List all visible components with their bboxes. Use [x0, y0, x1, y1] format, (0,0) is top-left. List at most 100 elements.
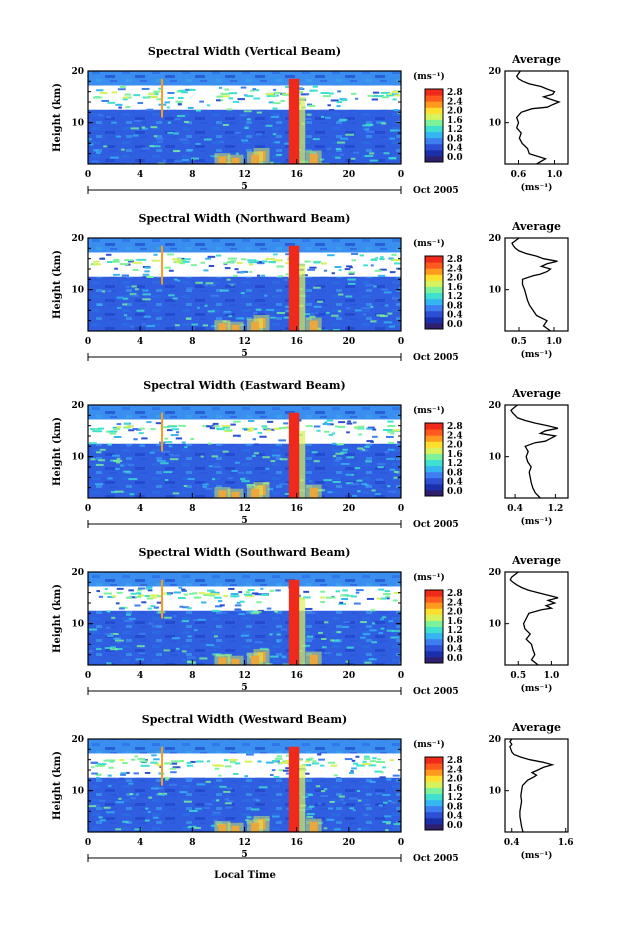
echo-cell: [339, 601, 344, 604]
echo-cell: [385, 435, 394, 438]
echo-cell: [115, 602, 120, 605]
echo-cell: [305, 425, 313, 428]
echo-cell: [116, 423, 122, 426]
echo-cell: [216, 427, 222, 430]
echo-cell: [164, 266, 171, 269]
echo-cell: [382, 766, 386, 769]
echo-cell: [342, 801, 347, 804]
echo-cell: [308, 793, 313, 796]
echo-cell: [324, 421, 328, 424]
echo-cell: [146, 597, 154, 600]
average-y-tick-label: 10: [488, 620, 501, 630]
echo-cell: [149, 451, 155, 454]
x-tick-label: 8: [189, 337, 195, 347]
panel-title: Spectral Width (Vertical Beam): [148, 45, 341, 58]
echo-cell: [371, 622, 376, 625]
echo-cell: [184, 258, 191, 261]
echo-cell: [330, 764, 338, 767]
echo-cell: [179, 138, 188, 141]
echo-cell: [111, 616, 116, 619]
echo-cell: [211, 609, 220, 612]
colorbar-cell: [425, 268, 443, 275]
echo-cell: [122, 762, 128, 765]
echo-cell: [309, 315, 316, 318]
echo-cell: [388, 157, 397, 160]
echo-cell: [208, 465, 213, 468]
echo-cell: [119, 777, 125, 780]
echo-cell: [208, 264, 215, 267]
echo-cell: [123, 470, 131, 473]
echo-cell: [138, 427, 145, 430]
echo-cell: [385, 597, 390, 600]
echo-cell: [182, 260, 190, 263]
echo-cell: [88, 442, 97, 445]
echo-cell: [363, 264, 369, 267]
average-x-tick-label: 0.4: [504, 838, 520, 848]
echo-cell: [313, 286, 321, 289]
echo-cell: [134, 595, 142, 598]
echo-cell: [345, 473, 351, 476]
colorbar-cell: [425, 793, 443, 801]
echo-cell: [241, 480, 250, 483]
echo-cell: [320, 590, 326, 593]
x-tick-label: 4: [137, 671, 143, 681]
echo-cell: [279, 458, 288, 461]
echo-cell: [346, 307, 351, 310]
colorbar-cell: [425, 274, 443, 281]
echo-cell: [136, 428, 142, 431]
x-tick-label: 16: [290, 337, 303, 347]
echo-cell: [158, 792, 168, 795]
colorbar-tick-label: 1.2: [447, 459, 463, 469]
echo-cell: [176, 279, 181, 282]
average-title: Average: [511, 387, 561, 400]
echo-cell: [169, 762, 178, 765]
echo-cell: [181, 91, 188, 94]
echo-cell: [128, 596, 137, 599]
colorbar-cell: [425, 644, 443, 652]
echo-cell: [322, 422, 331, 425]
echo-cell: [235, 461, 240, 464]
echo-cell: [280, 99, 285, 102]
echo-cell: [348, 272, 355, 275]
echo-cell: [278, 275, 283, 278]
echo-cell: [379, 268, 387, 271]
echo-cell: [247, 318, 264, 331]
echo-cell: [388, 257, 394, 260]
echo-cell: [323, 827, 328, 830]
echo-cell: [190, 662, 197, 665]
echo-cell: [260, 593, 269, 596]
colorbar-cell: [425, 262, 443, 269]
echo-cell: [352, 809, 356, 812]
echo-cell: [342, 589, 348, 592]
echo-cell: [328, 92, 334, 95]
echo-cell: [317, 753, 322, 756]
heatmap-area: [88, 572, 401, 665]
echo-cell: [272, 102, 281, 105]
echo-cell: [282, 663, 292, 665]
echo-cell: [112, 428, 121, 431]
echo-cell: [386, 629, 394, 632]
echo-cell: [285, 273, 289, 276]
echo-cell: [333, 459, 340, 462]
average-x-tick-label: 1.2: [548, 504, 564, 514]
echo-cell: [384, 304, 389, 307]
echo-cell: [369, 760, 376, 763]
colorbar-tick-label: 2.8: [447, 88, 463, 98]
echo-cell: [119, 759, 125, 762]
colorbar-cell: [425, 811, 443, 819]
echo-cell: [274, 141, 280, 144]
echo-cell: [244, 775, 248, 778]
echo-cell: [378, 804, 383, 807]
echo-cell: [364, 803, 371, 806]
echo-cell: [259, 435, 267, 438]
echo-cell: [107, 261, 113, 264]
echo-cell: [120, 772, 127, 775]
echo-cell: [346, 646, 354, 649]
echo-cell: [106, 430, 111, 433]
echo-cell: [258, 786, 268, 789]
echo-cell: [261, 260, 268, 263]
echo-cell: [161, 794, 166, 797]
echo-cell: [392, 259, 401, 262]
echo-cell: [234, 604, 242, 607]
echo-cell: [387, 312, 393, 315]
